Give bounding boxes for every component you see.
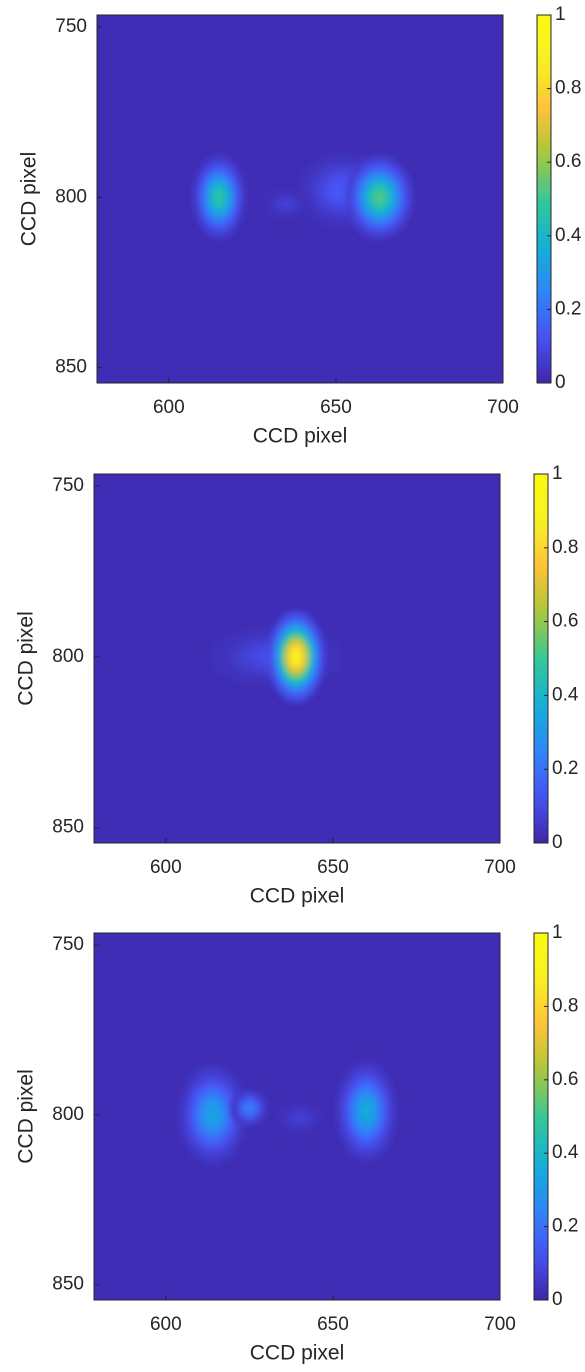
x-axis-label: CCD pixel	[250, 1342, 345, 1365]
y-tick-label: 800	[52, 646, 84, 667]
spot-level	[283, 202, 288, 206]
plot-area	[97, 15, 503, 383]
colorbar-tick-label: 0	[555, 372, 566, 393]
colorbar-tick-label: 0.6	[552, 1069, 578, 1090]
y-tick-label: 750	[52, 934, 84, 955]
x-axis-label: CCD pixel	[250, 885, 345, 908]
y-tick-label: 850	[52, 1274, 84, 1295]
x-tick-label: 700	[487, 397, 519, 418]
colorbar	[533, 473, 549, 844]
colorbar-tick-label: 0	[552, 1289, 563, 1310]
spot-level	[247, 1106, 252, 1110]
x-tick-label: 600	[153, 397, 185, 418]
x-tick-label: 600	[150, 1314, 182, 1335]
y-axis-label: CCD pixel	[15, 611, 38, 706]
spot-level	[216, 193, 222, 202]
colorbar-tick-label: 0.4	[552, 684, 579, 705]
spot-level	[297, 1116, 302, 1120]
spot-level	[293, 652, 299, 661]
intensity-spot	[267, 610, 325, 703]
intensity-spot	[230, 1088, 269, 1128]
colorbar-tick-label: 1	[552, 463, 563, 484]
y-tick-label: 750	[52, 475, 84, 496]
colorbar-tick-label: 0.4	[552, 1142, 579, 1163]
intensity-spot	[345, 155, 414, 240]
y-tick-label: 800	[52, 1104, 84, 1125]
intensity-spot	[276, 1102, 323, 1134]
y-axis-label: CCD pixel	[18, 152, 41, 247]
axes-box	[93, 932, 501, 1301]
colorbar-tick-label: 1	[555, 4, 566, 25]
x-tick-label: 700	[484, 1314, 516, 1335]
plot-area	[94, 933, 500, 1300]
axes-box	[96, 14, 504, 384]
x-tick-label: 650	[317, 1314, 349, 1335]
colorbar-tick-label: 0.2	[552, 1216, 578, 1237]
y-tick-label: 750	[55, 16, 87, 37]
colorbar-tick-label: 0.8	[552, 537, 578, 558]
colorbar	[536, 14, 552, 384]
colorbar-tick-label: 0	[552, 832, 563, 853]
colorbar-tick-label: 0.8	[552, 995, 578, 1016]
spot-level	[376, 193, 383, 202]
intensity-spot	[336, 1061, 397, 1162]
y-tick-label: 800	[55, 186, 87, 207]
spot-level	[363, 1106, 370, 1116]
colorbar-tick-label: 0.6	[555, 151, 581, 172]
y-axis-label: CCD pixel	[15, 1069, 38, 1164]
x-tick-label: 600	[150, 857, 182, 878]
x-axis-label: CCD pixel	[253, 425, 348, 448]
colorbar-tick-label: 0.2	[555, 298, 581, 319]
colorbar-tick-label: 0.6	[552, 611, 578, 632]
colorbar	[533, 932, 549, 1301]
intensity-spot	[263, 188, 309, 220]
colorbar-tick-label: 0.4	[555, 225, 582, 246]
colorbar-tick-label: 0.2	[552, 758, 578, 779]
intensity-spot	[192, 155, 246, 240]
y-tick-label: 850	[55, 357, 87, 378]
axes-box	[93, 473, 501, 844]
intensity-spot	[178, 1065, 247, 1165]
spot-level	[338, 187, 347, 194]
plot-area	[94, 474, 500, 843]
colorbar-tick-label: 1	[552, 922, 563, 943]
x-tick-label: 650	[320, 397, 352, 418]
spot-level	[209, 1110, 216, 1120]
x-tick-label: 650	[317, 857, 349, 878]
y-tick-label: 850	[52, 817, 84, 838]
colorbar-tick-label: 0.8	[555, 78, 581, 99]
x-tick-label: 700	[484, 857, 516, 878]
